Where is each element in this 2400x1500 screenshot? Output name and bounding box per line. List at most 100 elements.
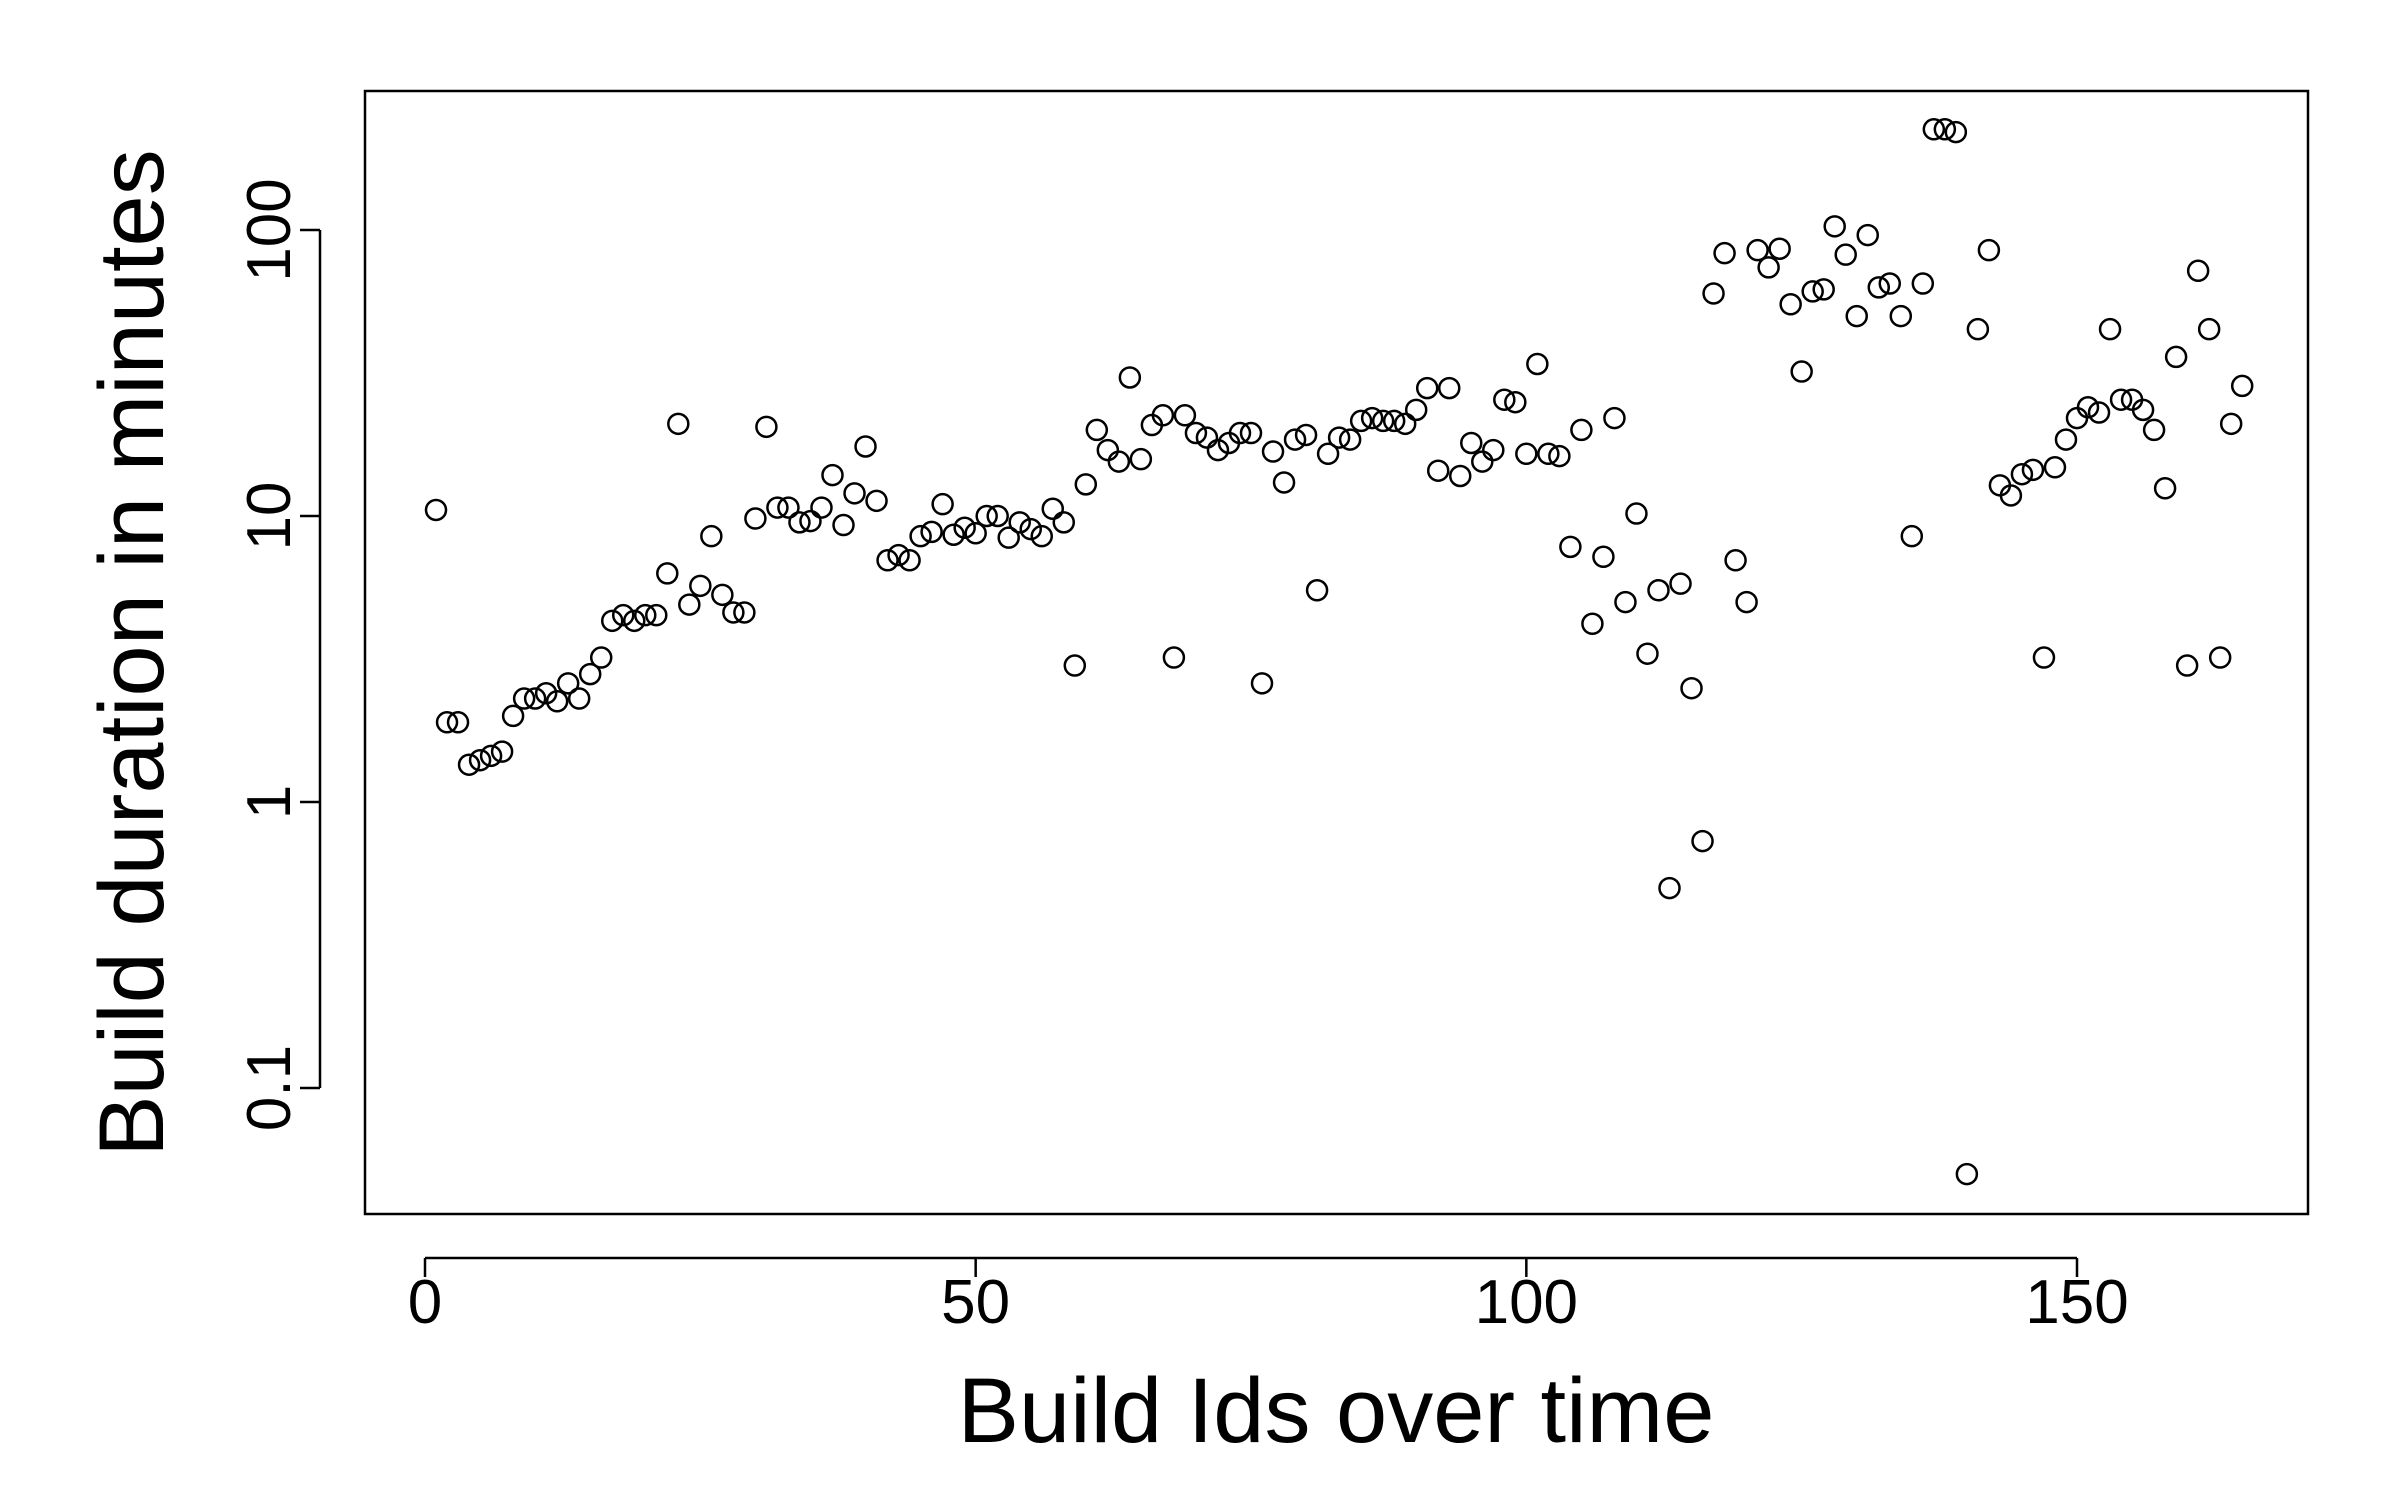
data-point [1856, 223, 1879, 247]
data-point [1933, 118, 1957, 141]
data-point [2087, 401, 2111, 424]
data-points [424, 118, 2254, 1186]
x-tick-label: 50 [941, 1268, 1010, 1337]
data-point [1581, 612, 1604, 636]
data-point [634, 603, 657, 627]
data-point [898, 549, 921, 572]
data-point [876, 549, 899, 572]
data-point [1206, 438, 1230, 462]
data-point [2043, 456, 2067, 479]
data-point [1955, 1162, 1979, 1186]
data-point [1415, 376, 1439, 400]
data-point [1184, 421, 1208, 445]
x-tick-label: 0 [408, 1268, 442, 1337]
data-point [1118, 366, 1142, 389]
data-point [744, 507, 767, 530]
data-point [1041, 497, 1065, 521]
data-point [1757, 256, 1780, 279]
data-point [435, 711, 459, 734]
data-point [512, 687, 536, 710]
data-point [1944, 120, 1968, 144]
data-point [953, 516, 976, 539]
data-point [1548, 444, 1571, 468]
data-point [1570, 418, 1593, 442]
data-point [1625, 502, 1648, 525]
data-point [2098, 317, 2122, 341]
data-point [1360, 406, 1384, 430]
data-point [1327, 426, 1351, 449]
data-point [1151, 404, 1175, 427]
data-point [1107, 450, 1131, 473]
data-point [1030, 524, 1053, 548]
data-point [490, 740, 514, 763]
data-point [2153, 477, 2177, 500]
data-point [1537, 442, 1560, 466]
data-point [468, 748, 492, 772]
data-point [788, 511, 811, 534]
data-point [1526, 352, 1549, 376]
x-axis-title: Build Ids over time [958, 1360, 1715, 1462]
data-point [1404, 398, 1428, 422]
data-point [942, 523, 965, 546]
data-point [964, 522, 987, 545]
data-point [1437, 376, 1461, 400]
data-point [578, 662, 602, 686]
data-point [1779, 293, 1802, 316]
data-point [1261, 440, 1285, 463]
data-point [2164, 345, 2188, 369]
data-point [1338, 428, 1362, 451]
data-point [920, 520, 943, 544]
data-point [1878, 272, 1902, 295]
data-point [1316, 442, 1340, 466]
data-point [1867, 276, 1891, 299]
y-tick-label: 0.1 [235, 1045, 304, 1131]
data-point [567, 687, 591, 710]
data-point [1019, 517, 1042, 541]
data-point [733, 601, 756, 624]
data-point [656, 562, 679, 585]
data-point [843, 482, 866, 505]
data-point [975, 504, 998, 528]
data-point [589, 646, 613, 669]
data-point [1922, 118, 1946, 141]
data-point [1790, 360, 1813, 383]
data-point [1603, 406, 1626, 430]
data-point [523, 687, 547, 710]
data-point [1283, 428, 1307, 451]
data-point [1460, 431, 1483, 455]
data-point [1834, 243, 1857, 266]
data-point [1669, 572, 1692, 595]
data-point [1504, 390, 1527, 414]
data-point [1085, 418, 1109, 442]
data-point [501, 704, 525, 728]
data-point [1977, 238, 2001, 262]
data-point [556, 672, 580, 695]
data-point [1680, 676, 1703, 700]
data-point [777, 496, 800, 519]
data-point [986, 504, 1009, 528]
data-point [711, 583, 734, 607]
data-point [2021, 458, 2045, 482]
data-point [1052, 511, 1076, 534]
x-axis: 0 50 100 150 [408, 1256, 2129, 1337]
data-point [1371, 409, 1395, 433]
data-point [2076, 396, 2100, 419]
data-point [1162, 646, 1186, 669]
data-point [1272, 471, 1296, 494]
data-point [2208, 646, 2232, 669]
data-point [1482, 438, 1505, 462]
data-point [1426, 459, 1450, 482]
x-tick-label: 150 [2025, 1268, 2128, 1337]
data-point [1746, 238, 1769, 262]
data-point [645, 603, 668, 627]
data-point [1735, 590, 1758, 614]
data-point [2142, 418, 2166, 442]
data-point [2032, 646, 2056, 669]
data-point [1074, 473, 1098, 496]
data-point [1294, 423, 1318, 447]
data-point [1768, 237, 1791, 260]
data-point [1559, 535, 1582, 559]
y-tick-label: 10 [235, 482, 304, 551]
data-point [1449, 464, 1472, 488]
data-point [1382, 409, 1406, 433]
